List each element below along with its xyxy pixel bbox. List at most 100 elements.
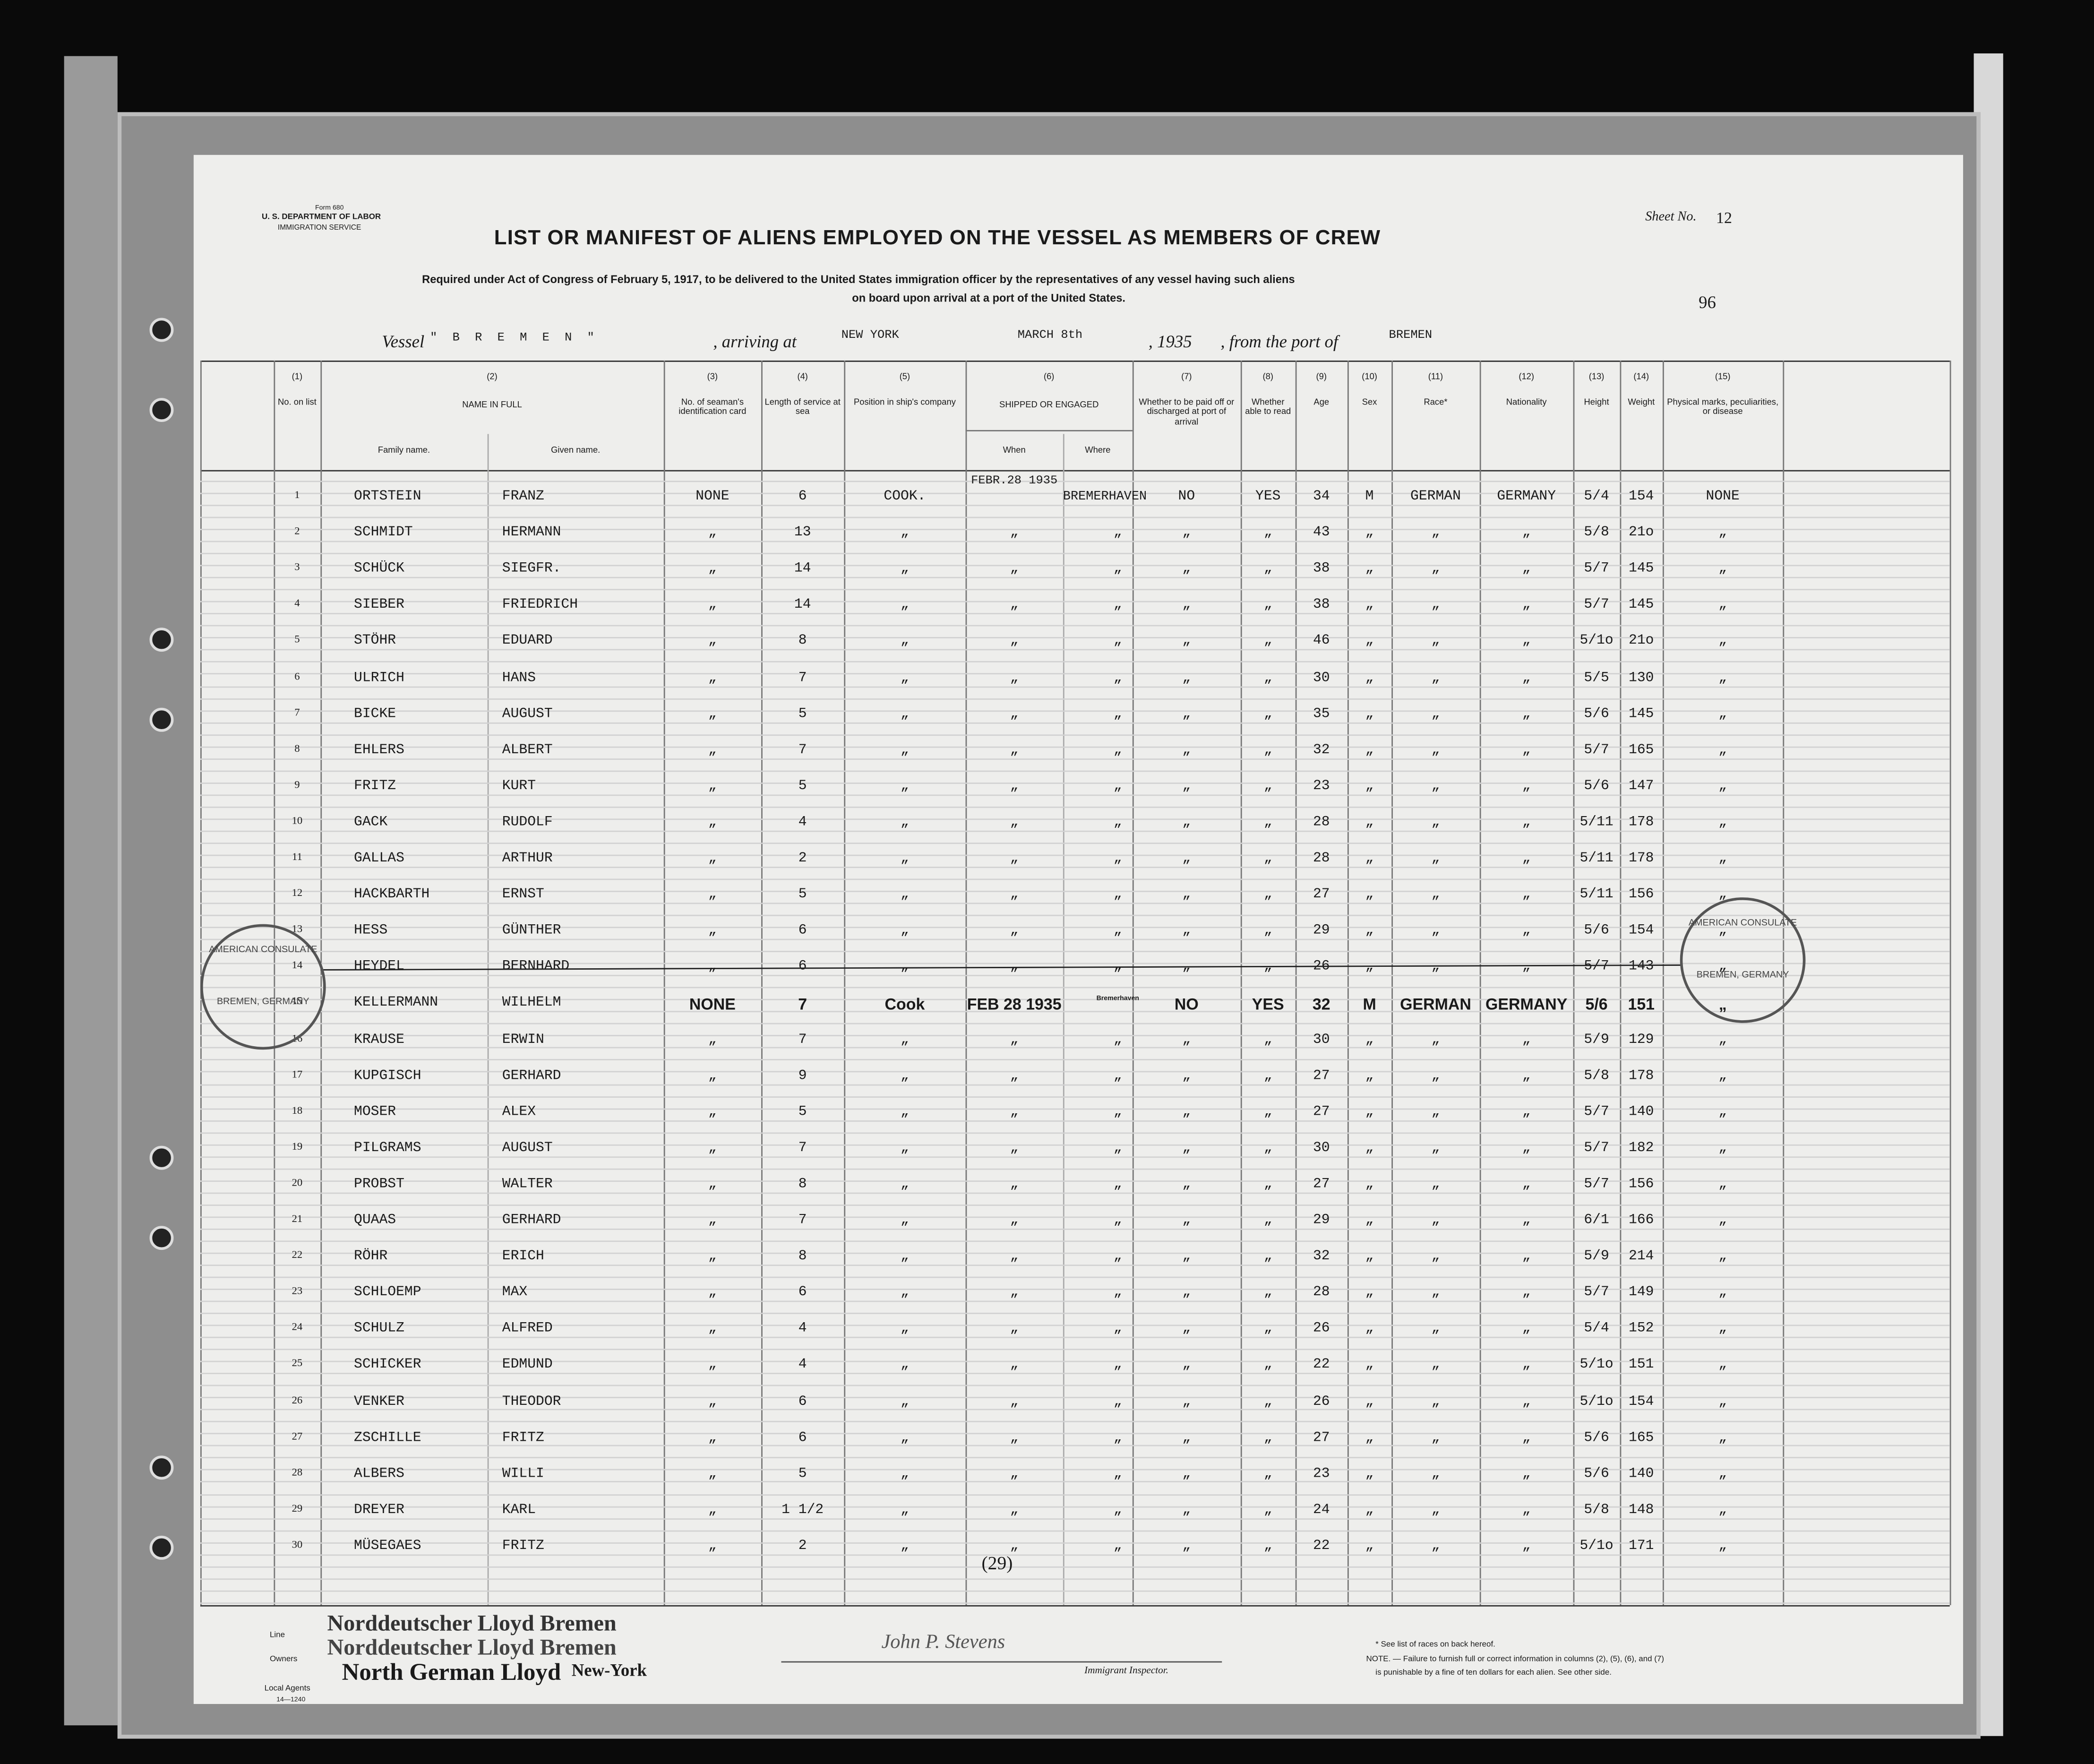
position: „ [901, 1104, 909, 1120]
family-name: SCHÜCK [354, 561, 404, 577]
physical-marks: „ [1718, 670, 1727, 686]
ruled-line [200, 1192, 1950, 1194]
list-number: 21 [292, 1213, 303, 1225]
race: „ [1431, 561, 1440, 577]
paid-off: „ [1182, 851, 1191, 867]
list-number: 29 [292, 1502, 303, 1514]
ruled-line [200, 1119, 1950, 1121]
column-label: Whether to be paid off or discharged at … [1139, 398, 1235, 428]
nationality: GERMANY [1497, 489, 1556, 505]
ruled-line [200, 577, 1950, 579]
sex: „ [1365, 1248, 1374, 1265]
from-port: BREMEN [1389, 328, 1433, 342]
service-length: 7 [798, 1213, 807, 1229]
age: 26 [1313, 1393, 1330, 1410]
weight: 154 [1629, 923, 1654, 939]
ruled-line [200, 830, 1950, 832]
id-card: „ [708, 1032, 717, 1048]
id-card: „ [708, 706, 717, 722]
able-to-read: „ [1263, 886, 1272, 903]
position: COOK. [884, 489, 926, 505]
id-card: „ [708, 1429, 717, 1446]
shipped-when: „ [1010, 923, 1019, 939]
ruled-line [200, 613, 1950, 615]
stamp: AMERICAN CONSULATE BREMEN, GERMANY [200, 924, 326, 1050]
nationality: „ [1522, 814, 1531, 831]
position: „ [901, 561, 909, 577]
shipped-when: „ [1010, 1213, 1019, 1229]
paid-off: „ [1182, 1538, 1191, 1555]
ruled-line [200, 866, 1950, 868]
service-length: 6 [798, 1429, 807, 1446]
hole [149, 318, 174, 342]
able-to-read: „ [1263, 597, 1272, 613]
from-label: , from the port of [1220, 331, 1339, 352]
paid-off: „ [1182, 923, 1191, 939]
weight: 171 [1629, 1538, 1654, 1555]
paid-off: „ [1182, 597, 1191, 613]
able-to-read: „ [1263, 1176, 1272, 1193]
column-label: Physical marks, peculiarities, or diseas… [1667, 398, 1779, 418]
paid-off: NO [1174, 995, 1199, 1015]
paid-off: „ [1182, 1248, 1191, 1265]
shipped-where: „ [1113, 778, 1122, 794]
ruled-line [200, 734, 1950, 736]
list-number: 19 [292, 1140, 303, 1153]
able-to-read: „ [1263, 1502, 1272, 1518]
column-rule [1949, 361, 1951, 1605]
able-to-read: „ [1263, 1104, 1272, 1120]
vessel: " B R E M E N " [430, 331, 599, 345]
shipped-when: „ [1010, 742, 1019, 758]
sex: „ [1365, 525, 1374, 541]
column-label: Position in ship's company [853, 398, 956, 407]
line-label: Line [269, 1632, 285, 1640]
weight: 165 [1629, 1429, 1654, 1446]
height: 5/7 [1584, 959, 1609, 975]
nationality: „ [1522, 1248, 1531, 1265]
able-to-read: „ [1263, 1248, 1272, 1265]
ruled-line [200, 1252, 1950, 1254]
position: „ [901, 1140, 909, 1156]
ruled-line [200, 963, 1950, 964]
able-to-read: „ [1263, 1140, 1272, 1156]
weight: 165 [1629, 742, 1654, 758]
physical-marks: „ [1718, 561, 1727, 577]
ruled-line [200, 1481, 1950, 1483]
sex: „ [1365, 778, 1374, 794]
shipped-where: „ [1113, 561, 1122, 577]
race: „ [1431, 1032, 1440, 1048]
age: 26 [1313, 1321, 1330, 1337]
given-name: FRIEDRICH [502, 597, 578, 613]
position: „ [901, 1466, 909, 1482]
height: 5/7 [1584, 561, 1609, 577]
service-length: 5 [798, 886, 807, 903]
able-to-read: „ [1263, 742, 1272, 758]
stamp-text: BREMEN, GERMANY [216, 998, 309, 1007]
race: „ [1431, 1213, 1440, 1229]
weight: 156 [1629, 886, 1654, 903]
paid-off: „ [1182, 1321, 1191, 1337]
shipped-when: „ [1010, 1140, 1019, 1156]
ruled-line [200, 1493, 1950, 1495]
weight: 145 [1629, 706, 1654, 722]
ruled-line [200, 625, 1950, 627]
race: „ [1431, 525, 1440, 541]
position: „ [901, 814, 909, 831]
list-number: 8 [294, 742, 300, 754]
position: Cook [884, 995, 925, 1015]
list-number: 12 [292, 886, 303, 899]
sex: M [1363, 995, 1376, 1015]
position: „ [901, 633, 909, 650]
list-number: 23 [292, 1285, 303, 1297]
service-length: 14 [794, 597, 811, 613]
service-length: 6 [798, 1393, 807, 1410]
shipped-where: BREMERHAVEN [1063, 489, 1147, 504]
ruled-line [200, 1276, 1950, 1278]
service-length: 6 [798, 489, 807, 505]
weight: 151 [1629, 1357, 1654, 1374]
ruled-line [200, 686, 1950, 687]
given-name: AUGUST [502, 1140, 553, 1156]
given-name: HANS [502, 670, 536, 686]
position: „ [901, 886, 909, 903]
position: „ [901, 525, 909, 541]
